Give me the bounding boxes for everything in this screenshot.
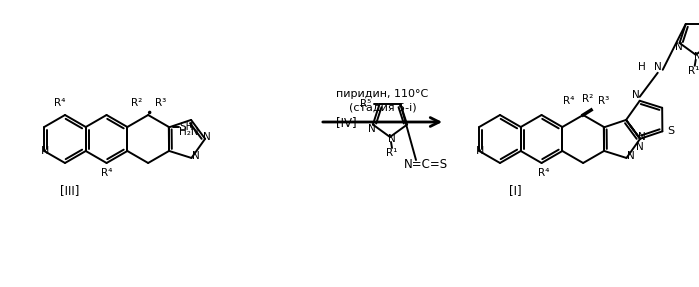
Text: R⁴: R⁴ [55, 98, 66, 108]
Text: N: N [203, 132, 211, 142]
Text: N=C=S: N=C=S [404, 158, 448, 172]
Text: R³: R³ [598, 96, 609, 106]
Text: N: N [192, 151, 199, 161]
Text: R⁴: R⁴ [538, 168, 549, 178]
Text: [I]: [I] [509, 185, 521, 197]
Text: [III]: [III] [60, 185, 80, 197]
Text: N: N [41, 146, 50, 156]
Text: R³: R³ [154, 98, 166, 108]
Text: N: N [636, 142, 644, 152]
Text: N: N [368, 124, 376, 133]
Text: R¹: R¹ [387, 148, 398, 158]
Text: R²: R² [131, 98, 142, 108]
Text: R¹: R¹ [688, 66, 699, 76]
Text: N: N [675, 42, 682, 52]
Text: H₂N: H₂N [179, 127, 199, 137]
Text: (стадия 5-i): (стадия 5-i) [349, 103, 417, 113]
Text: N: N [638, 132, 646, 142]
Text: R⁴: R⁴ [101, 168, 113, 178]
Text: пиридин, 110°C: пиридин, 110°C [336, 89, 428, 99]
Text: H: H [638, 62, 646, 72]
Text: N: N [626, 151, 635, 161]
Text: R²: R² [582, 94, 593, 104]
Text: N: N [694, 52, 699, 62]
Text: R⁵: R⁵ [360, 99, 371, 109]
Text: SH: SH [180, 122, 194, 132]
Text: N: N [388, 134, 396, 144]
Text: R⁴: R⁴ [563, 96, 575, 106]
Text: [IV]: [IV] [336, 117, 356, 129]
Text: N: N [632, 90, 640, 100]
Text: S: S [667, 126, 674, 136]
Text: N: N [476, 146, 484, 156]
Text: N: N [654, 62, 662, 72]
